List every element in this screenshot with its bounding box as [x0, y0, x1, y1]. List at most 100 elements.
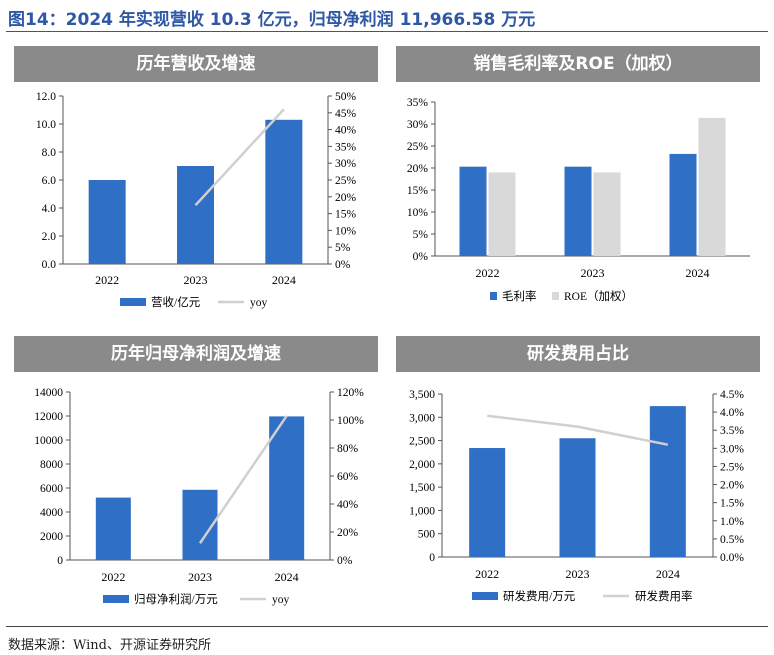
chart-net-profit: 0 2000 4000 6000 8000 10000 12000 14000 0% 20% 40%… [34, 387, 364, 606]
y-tick-label-left: 14000 [34, 387, 63, 399]
series-line [487, 414, 669, 446]
y-tick-label-left: 3,000 [409, 412, 435, 424]
source-note: 数据来源：Wind、开源证券研究所 [8, 638, 211, 653]
y-tick-label-right: 4.5% [720, 389, 744, 401]
y-tick-label-left: 0 [57, 555, 63, 567]
bar-secondary [488, 172, 516, 256]
x-tick-label: 2022 [95, 273, 119, 287]
legend-label: yoy [250, 297, 268, 309]
y-tick-label-left: 2,500 [409, 436, 435, 448]
legend-label: 毛利率 [502, 289, 537, 303]
y-tick-label-left: 10000 [34, 435, 63, 447]
y-tick-label-left: 35% [407, 97, 429, 109]
x-tick-label: 2022 [475, 567, 499, 581]
y-tick-label-right: 30% [335, 158, 357, 170]
y-tick-label-right: 0.5% [720, 534, 744, 546]
legend-swatch-bar [103, 595, 129, 603]
y-tick-label-left: 500 [418, 529, 436, 541]
bar-primary [177, 166, 214, 264]
bar-secondary [593, 172, 621, 256]
chart-4-banner: 研发费用占比 [396, 336, 760, 372]
y-tick-label-left: 30% [407, 119, 429, 131]
y-tick-label-left: 0 [429, 552, 435, 564]
chart-margin-roe: 0% 5% 10% 15% 20% 25% 30% 35% 2022 2023 2024 毛利率 ROE… [407, 97, 750, 303]
y-tick-label-left: 8.0 [42, 147, 57, 159]
legend-swatch-bar [490, 292, 497, 300]
legend-label: 研发费用/万元 [503, 589, 576, 603]
x-tick-label: 2022 [476, 266, 500, 280]
chart-rd-expense: 0 500 1,000 1,500 2,000 2,500 3,000 3,500 0.0% 0.… [409, 389, 744, 603]
chart-2-banner: 销售毛利率及ROE（加权） [396, 46, 760, 82]
x-tick-label: 2023 [581, 266, 605, 280]
chart-1-banner: 历年营收及增速 [14, 46, 378, 82]
y-tick-label-left: 4.0 [42, 203, 57, 215]
y-tick-label-right: 5% [335, 242, 351, 254]
bar-primary [469, 448, 506, 557]
y-tick-label-left: 12.0 [36, 91, 56, 103]
y-tick-label-right: 80% [337, 443, 359, 455]
y-tick-label-right: 10% [335, 225, 357, 237]
bar-primary [559, 438, 596, 557]
y-tick-label-right: 40% [335, 125, 357, 137]
figure-title: 图14：2024 年实现营收 10.3 亿元，归母净利润 11,966.58 万… [8, 10, 536, 30]
x-tick-label: 2024 [272, 273, 296, 287]
y-tick-label-left: 10.0 [36, 119, 56, 131]
bar-secondary [698, 117, 726, 256]
bar-primary [95, 497, 131, 560]
legend-label: yoy [272, 594, 290, 606]
y-tick-label-right: 35% [335, 141, 357, 153]
x-tick-label: 2024 [275, 570, 299, 584]
y-tick-label-left: 5% [413, 229, 429, 241]
y-tick-label-right: 1.5% [720, 498, 744, 510]
y-tick-label-left: 12000 [34, 411, 63, 423]
bar-primary [265, 119, 303, 264]
y-tick-label-right: 25% [335, 175, 357, 187]
y-tick-label-right: 45% [335, 108, 357, 120]
y-tick-label-left: 6000 [40, 483, 63, 495]
legend-swatch-bar [552, 292, 559, 300]
y-tick-label-left: 25% [407, 141, 429, 153]
y-tick-label-right: 0% [337, 555, 353, 567]
y-tick-label-left: 8000 [40, 459, 63, 471]
y-tick-label-left: 2.0 [42, 231, 57, 243]
y-tick-label-right: 120% [337, 387, 364, 399]
y-tick-label-left: 1,000 [409, 505, 435, 517]
legend-label: 研发费用率 [635, 589, 693, 603]
bar-primary [649, 406, 686, 557]
legend-swatch-bar [472, 592, 498, 600]
source-rule [6, 626, 768, 627]
y-tick-label-left: 0.0 [42, 259, 57, 271]
y-tick-label-left: 2000 [40, 531, 63, 543]
y-tick-label-right: 40% [337, 499, 359, 511]
y-tick-label-right: 20% [337, 527, 359, 539]
bar-primary [459, 166, 487, 256]
y-tick-label-left: 3,500 [409, 389, 435, 401]
x-tick-label: 2022 [101, 570, 125, 584]
series-line [198, 415, 288, 544]
x-tick-label: 2024 [686, 266, 710, 280]
y-tick-label-right: 0% [335, 259, 351, 271]
bar-primary [88, 180, 126, 264]
x-tick-label: 2024 [656, 567, 680, 581]
x-tick-label: 2023 [188, 570, 212, 584]
y-tick-label-left: 2,000 [409, 459, 435, 471]
series-line [194, 108, 285, 207]
legend-label: ROE（加权） [564, 290, 633, 303]
y-tick-label-left: 20% [407, 163, 429, 175]
y-tick-label-right: 50% [335, 91, 357, 103]
y-tick-label-right: 20% [335, 192, 357, 204]
bar-primary [269, 416, 305, 560]
bar-primary [669, 153, 697, 256]
y-tick-label-right: 60% [337, 471, 359, 483]
legend-swatch-bar [120, 298, 146, 306]
y-tick-label-left: 0% [413, 251, 429, 263]
y-tick-label-right: 0.0% [720, 552, 744, 564]
legend-label: 营收/亿元 [151, 295, 201, 309]
y-tick-label-left: 15% [407, 185, 429, 197]
y-tick-label-right: 100% [337, 415, 364, 427]
x-tick-label: 2023 [566, 567, 590, 581]
y-tick-label-right: 1.0% [720, 516, 744, 528]
y-tick-label-left: 1,500 [409, 482, 435, 494]
y-tick-label-right: 4.0% [720, 407, 744, 419]
y-tick-label-left: 10% [407, 207, 429, 219]
